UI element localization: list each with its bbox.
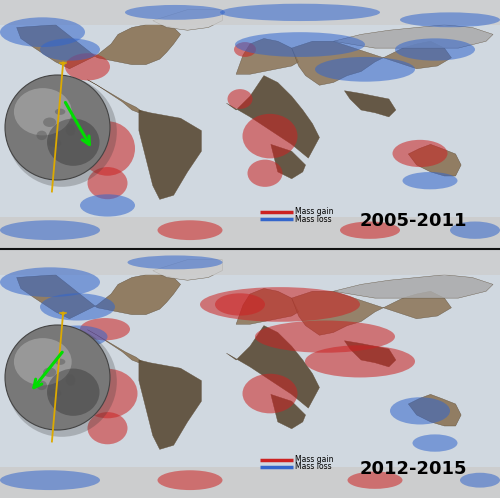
Ellipse shape [228,89,252,109]
Text: 2012-2015: 2012-2015 [360,460,468,478]
Polygon shape [88,80,142,113]
Ellipse shape [40,38,100,60]
Ellipse shape [14,88,72,136]
Text: Mass gain: Mass gain [295,207,334,216]
Ellipse shape [234,42,256,57]
Ellipse shape [0,220,100,240]
Polygon shape [408,144,461,176]
Text: Mass gain: Mass gain [295,454,334,464]
Ellipse shape [128,256,222,270]
Ellipse shape [80,194,135,216]
Ellipse shape [88,412,128,444]
Polygon shape [408,394,461,426]
Polygon shape [236,38,298,74]
Ellipse shape [450,222,500,239]
Ellipse shape [6,76,117,187]
Ellipse shape [48,326,108,348]
Bar [0,250,500,498]
Ellipse shape [158,470,222,490]
Ellipse shape [80,122,135,176]
Ellipse shape [66,374,76,386]
Ellipse shape [125,5,225,20]
Ellipse shape [242,374,298,414]
Ellipse shape [248,160,282,187]
Ellipse shape [55,358,66,365]
Polygon shape [0,250,500,275]
Ellipse shape [14,338,72,386]
Polygon shape [271,144,306,178]
Ellipse shape [80,318,130,340]
Ellipse shape [0,268,100,297]
Polygon shape [153,10,222,30]
Ellipse shape [0,470,100,490]
Ellipse shape [235,32,365,57]
Polygon shape [344,91,396,117]
Ellipse shape [200,287,360,322]
Polygon shape [226,326,320,408]
Polygon shape [0,0,500,24]
Ellipse shape [392,140,448,167]
Ellipse shape [48,390,62,397]
Ellipse shape [36,380,47,390]
Ellipse shape [348,472,403,489]
Ellipse shape [88,167,128,199]
Polygon shape [292,291,452,335]
Polygon shape [139,360,202,450]
Ellipse shape [390,398,450,424]
Ellipse shape [55,108,66,115]
Polygon shape [139,110,202,200]
Circle shape [5,75,110,180]
Bar [0,0,500,248]
Ellipse shape [65,53,110,80]
Ellipse shape [47,368,100,416]
Ellipse shape [305,346,415,378]
Ellipse shape [255,320,395,352]
Polygon shape [271,394,306,428]
Ellipse shape [66,124,76,136]
Ellipse shape [400,12,500,27]
Ellipse shape [43,368,56,377]
Circle shape [5,325,110,430]
Ellipse shape [402,172,458,190]
Ellipse shape [215,294,265,316]
Ellipse shape [43,118,56,127]
Ellipse shape [47,118,100,166]
Polygon shape [334,275,493,298]
Ellipse shape [315,57,415,82]
Polygon shape [88,330,142,363]
Polygon shape [292,42,452,85]
Polygon shape [16,24,180,68]
Ellipse shape [0,18,85,47]
Polygon shape [226,76,320,158]
Polygon shape [344,341,396,367]
Ellipse shape [412,434,458,452]
Polygon shape [334,24,493,48]
Polygon shape [153,260,222,280]
Text: Mass loss: Mass loss [295,214,332,224]
Ellipse shape [220,4,380,21]
Text: 2005-2011: 2005-2011 [360,212,468,230]
Polygon shape [0,467,500,498]
Polygon shape [236,288,298,324]
Ellipse shape [158,220,222,240]
Ellipse shape [460,473,500,488]
Polygon shape [16,275,180,319]
Ellipse shape [78,369,138,418]
Ellipse shape [40,294,115,320]
Ellipse shape [340,222,400,239]
Ellipse shape [242,114,298,158]
Ellipse shape [6,326,117,437]
Ellipse shape [395,38,475,60]
Ellipse shape [36,130,47,140]
Ellipse shape [48,140,62,147]
Polygon shape [0,217,500,248]
Text: Mass loss: Mass loss [295,462,332,471]
